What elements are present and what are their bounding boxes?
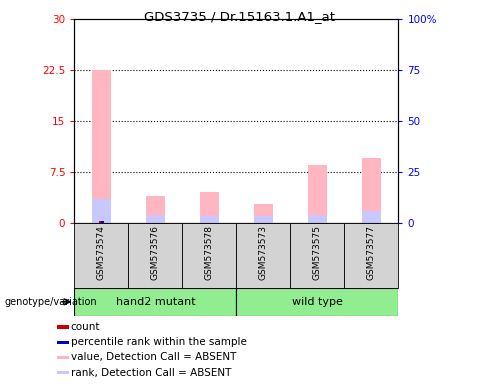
Bar	[236, 223, 290, 288]
Text: wild type: wild type	[292, 297, 343, 307]
Bar	[362, 210, 381, 223]
Bar	[74, 288, 236, 316]
Text: value, Detection Call = ABSENT: value, Detection Call = ABSENT	[71, 353, 236, 362]
Bar	[362, 158, 381, 223]
Bar	[254, 216, 273, 223]
Text: GSM573578: GSM573578	[205, 225, 214, 280]
Text: GSM573575: GSM573575	[313, 225, 322, 280]
Text: GSM573577: GSM573577	[367, 225, 376, 280]
Bar	[101, 221, 104, 223]
Bar	[200, 192, 219, 223]
Bar	[308, 215, 327, 223]
Bar	[254, 204, 273, 223]
Bar	[58, 341, 69, 344]
Bar	[308, 165, 327, 223]
Text: GSM573576: GSM573576	[151, 225, 160, 280]
Text: genotype/variation: genotype/variation	[5, 297, 97, 307]
Bar	[92, 199, 111, 223]
Bar	[146, 215, 165, 223]
Bar	[92, 70, 111, 223]
Bar	[236, 288, 398, 316]
Text: hand2 mutant: hand2 mutant	[116, 297, 195, 307]
Bar	[146, 195, 165, 223]
Text: percentile rank within the sample: percentile rank within the sample	[71, 337, 247, 347]
Bar	[58, 356, 69, 359]
Text: rank, Detection Call = ABSENT: rank, Detection Call = ABSENT	[71, 367, 231, 377]
Bar	[74, 223, 129, 288]
Text: GSM573573: GSM573573	[259, 225, 268, 280]
Bar	[58, 371, 69, 374]
Bar	[200, 216, 219, 223]
Text: GDS3735 / Dr.15163.1.A1_at: GDS3735 / Dr.15163.1.A1_at	[144, 10, 336, 23]
Bar	[98, 221, 102, 223]
Bar	[182, 223, 236, 288]
Text: count: count	[71, 322, 100, 332]
Bar	[344, 223, 398, 288]
Bar	[290, 223, 344, 288]
Bar	[58, 325, 69, 329]
Text: GSM573574: GSM573574	[97, 225, 106, 280]
Bar	[129, 223, 182, 288]
